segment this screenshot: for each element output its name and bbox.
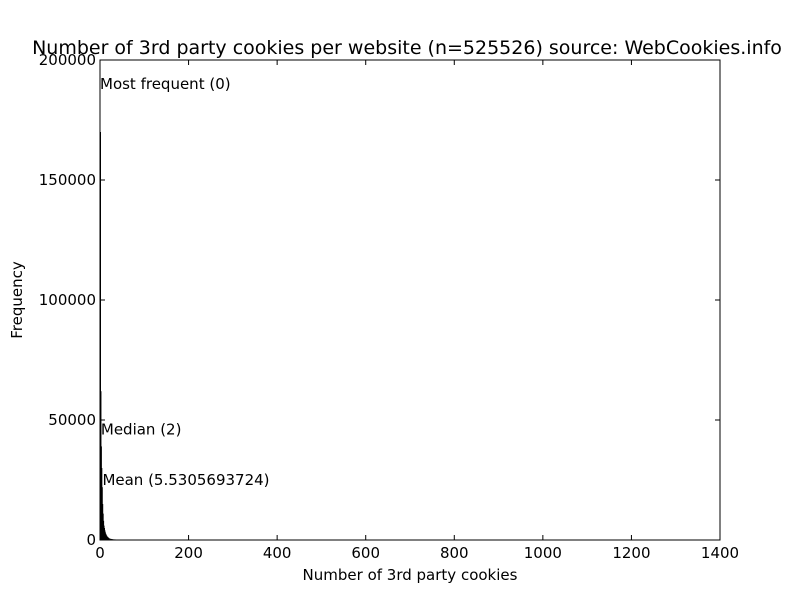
y-tick-label: 150000 — [39, 171, 96, 189]
x-tick-label: 1000 — [524, 544, 562, 562]
chart-title: Number of 3rd party cookies per website … — [32, 37, 782, 59]
y-axis-label: Frequency — [8, 261, 26, 339]
y-tick-label: 200000 — [39, 51, 96, 69]
x-tick-label: 400 — [263, 544, 292, 562]
x-tick-label: 0 — [95, 544, 105, 562]
y-tick-label: 0 — [86, 531, 96, 549]
annotation-label: Mean (5.5305693724) — [102, 471, 269, 489]
x-tick-label: 800 — [440, 544, 469, 562]
x-tick-label: 600 — [351, 544, 380, 562]
x-tick-label: 1400 — [701, 544, 739, 562]
annotation-label: Most frequent (0) — [100, 75, 231, 93]
x-axis-label: Number of 3rd party cookies — [303, 566, 518, 584]
x-tick-label: 200 — [174, 544, 203, 562]
y-tick-label: 100000 — [39, 291, 96, 309]
x-tick-label: 1200 — [612, 544, 650, 562]
y-tick-label: 50000 — [48, 411, 96, 429]
annotation-label: Median (2) — [101, 421, 182, 439]
